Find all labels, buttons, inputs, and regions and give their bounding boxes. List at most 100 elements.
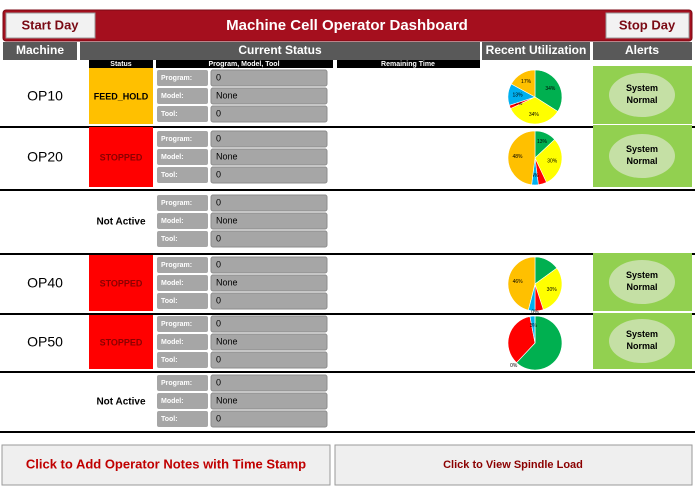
pie-label: 30% xyxy=(547,287,558,293)
subcolumn-header xyxy=(156,60,333,68)
pie-label: 34% xyxy=(529,112,540,118)
pie-label: 48% xyxy=(512,154,523,160)
field-label-box xyxy=(157,316,208,332)
alert-text: System Normal xyxy=(626,144,658,166)
status-text: STOPPED xyxy=(100,152,143,162)
pie-label: 34% xyxy=(545,86,556,92)
field-value-box xyxy=(210,130,328,148)
field-label-box xyxy=(157,393,208,409)
pie-slice xyxy=(510,69,536,98)
dashboard-title: Machine Cell Operator Dashboard xyxy=(226,17,468,34)
column-header xyxy=(482,42,590,60)
field-label: Tool: xyxy=(161,298,178,305)
pie-slice xyxy=(507,316,536,364)
column-header xyxy=(80,42,480,60)
field-value-box xyxy=(210,274,328,292)
field-label: Tool: xyxy=(161,357,178,364)
field-value: 0 xyxy=(216,295,221,305)
field-value: 0 xyxy=(216,133,221,143)
stop-day-button[interactable] xyxy=(605,12,690,39)
machine-name: OP20 xyxy=(27,149,63,165)
field-label-box xyxy=(157,352,208,368)
field-value-box xyxy=(210,392,328,410)
field-value-box xyxy=(210,87,328,105)
alert-text: System Normal xyxy=(626,270,658,292)
column-title: Recent Utilization xyxy=(486,43,587,57)
field-value: 0 xyxy=(216,318,221,328)
field-value: None xyxy=(216,277,238,287)
column-header xyxy=(3,42,77,60)
field-label: Tool: xyxy=(161,172,178,179)
pie-slice xyxy=(507,256,536,311)
field-value-box xyxy=(210,105,328,123)
field-label: Program: xyxy=(161,75,192,82)
field-label-box xyxy=(157,275,208,291)
alert-badge xyxy=(609,319,675,363)
column-title: Current Status xyxy=(238,43,322,57)
field-value: 0 xyxy=(216,169,221,179)
field-value-box xyxy=(210,410,328,428)
subcolumn-header xyxy=(337,60,480,68)
spindle-load-button[interactable] xyxy=(334,444,693,486)
field-label-box xyxy=(157,375,208,391)
pie-slice xyxy=(516,315,563,371)
column-header xyxy=(593,42,692,60)
field-value-box xyxy=(210,194,328,212)
field-value: None xyxy=(216,151,238,161)
column-title: Alerts xyxy=(625,43,659,57)
field-label-box xyxy=(157,257,208,273)
subcolumn-header xyxy=(89,60,153,68)
alert-text: System Normal xyxy=(626,83,658,105)
field-label-box xyxy=(157,231,208,247)
field-label: Model: xyxy=(161,93,184,100)
field-label-box xyxy=(157,149,208,165)
operator-notes-button[interactable] xyxy=(1,444,331,486)
field-value-box xyxy=(210,333,328,351)
field-label: Model: xyxy=(161,154,184,161)
pie-label: 0% xyxy=(531,309,539,315)
field-label: Program: xyxy=(161,380,192,387)
status-text: STOPPED xyxy=(100,337,143,347)
machine-name: OP40 xyxy=(27,275,63,291)
field-label-box xyxy=(157,70,208,86)
status-cell xyxy=(89,315,153,369)
field-value: 0 xyxy=(216,72,221,82)
field-label: Tool: xyxy=(161,111,178,118)
field-value: 0 xyxy=(216,259,221,269)
field-value-box xyxy=(210,212,328,230)
pie-label: 30% xyxy=(547,159,558,165)
pie-label: 4% xyxy=(531,173,539,179)
field-value-box xyxy=(210,166,328,184)
status-cell xyxy=(89,127,153,187)
status-text: FEED_HOLD xyxy=(94,91,149,101)
field-label: Program: xyxy=(161,262,192,269)
spindle-load-label: Click to View Spindle Load xyxy=(443,459,583,471)
status-cell xyxy=(89,68,153,124)
field-value-box xyxy=(210,374,328,392)
field-value-box xyxy=(210,148,328,166)
start-day-button[interactable] xyxy=(5,12,96,39)
machine-name: OP50 xyxy=(27,334,63,350)
pie-slice xyxy=(510,96,559,125)
field-label: Program: xyxy=(161,321,192,328)
alert-badge xyxy=(609,73,675,117)
pie-label: 46% xyxy=(513,279,524,285)
field-label-box xyxy=(157,213,208,229)
field-label: Model: xyxy=(161,218,184,225)
subcolumn-title: Status xyxy=(110,61,132,68)
field-value-box xyxy=(210,351,328,369)
pie-slice xyxy=(507,130,536,186)
field-value: None xyxy=(216,395,238,405)
machine-rows: OP10 FEED_HOLD Program: 0 Model: None Tool: 0 34… xyxy=(0,66,695,433)
pie-label: 3% xyxy=(530,323,538,329)
field-label-box xyxy=(157,88,208,104)
field-value-box xyxy=(210,315,328,333)
field-label: Model: xyxy=(161,339,184,346)
field-label-box xyxy=(157,293,208,309)
pie-label: 13% xyxy=(537,139,548,145)
pie-label: 13% xyxy=(513,93,524,99)
field-label: Tool: xyxy=(161,416,178,423)
field-label-box xyxy=(157,131,208,147)
field-label: Program: xyxy=(161,200,192,207)
